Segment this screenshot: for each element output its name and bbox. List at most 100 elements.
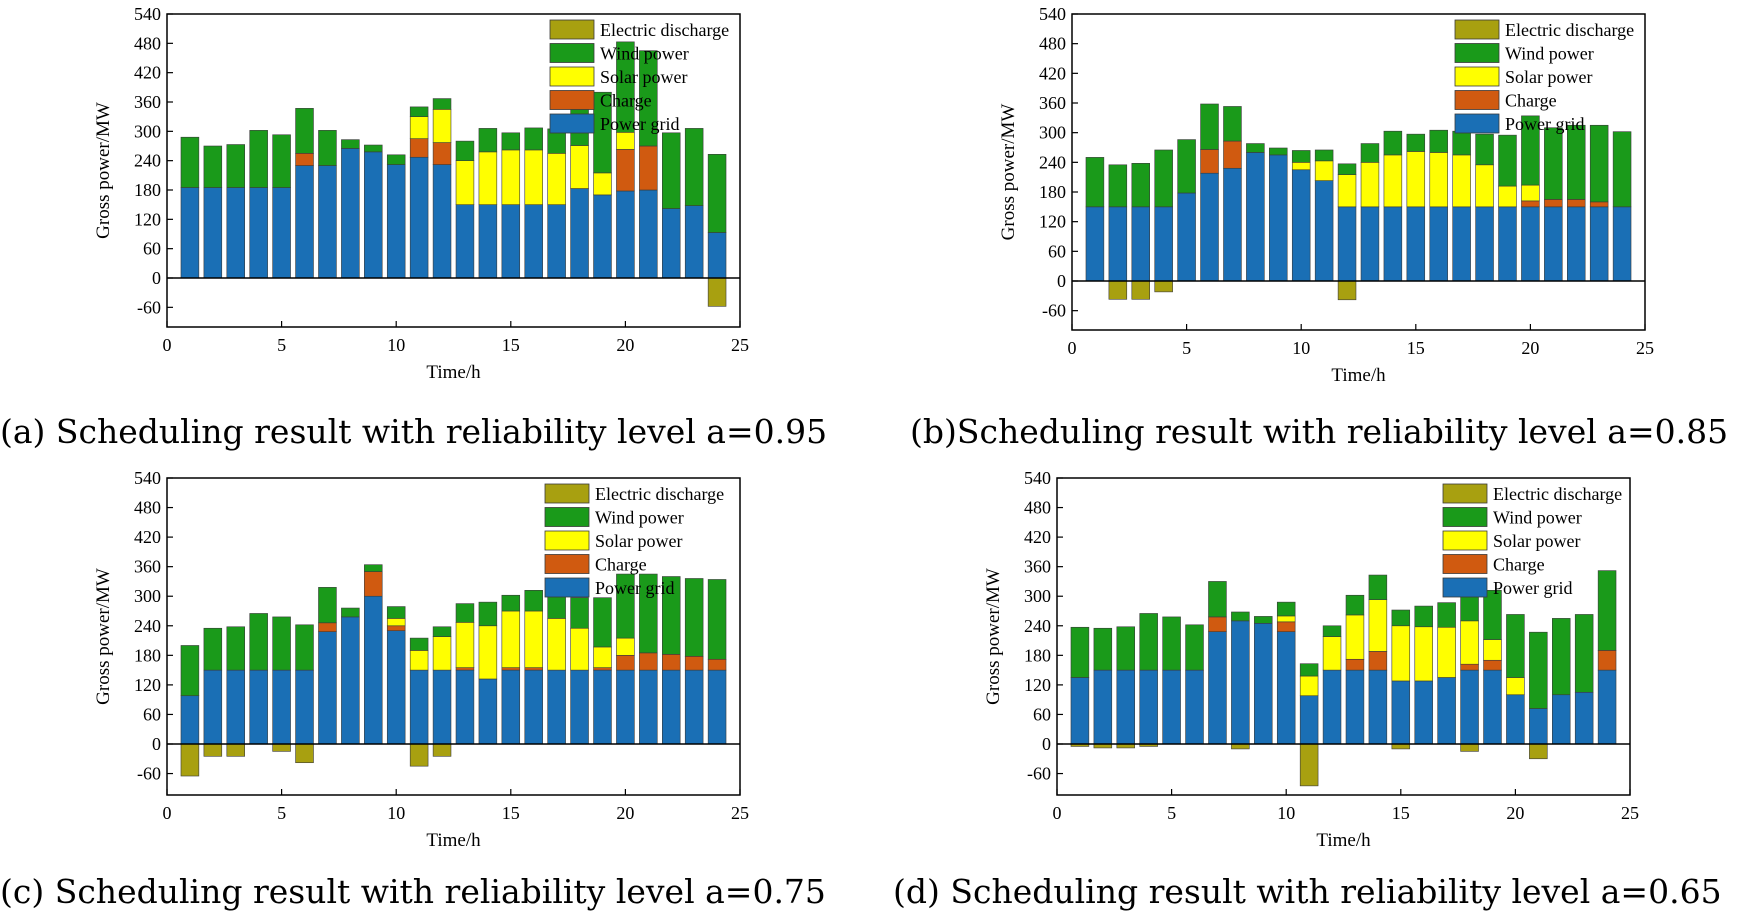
bar-charge-t12 — [432, 142, 452, 165]
x-tick-label: 10 — [387, 335, 405, 355]
bar-wind-power-t11 — [409, 106, 429, 117]
legend-swatch — [544, 483, 590, 504]
bar-power-grid-t2 — [203, 669, 223, 745]
legend-swatch — [544, 577, 590, 598]
bar-power-grid-t5 — [272, 187, 291, 279]
bar-solar-power-t17 — [547, 153, 566, 205]
y-axis-title: Gross power/MW — [983, 568, 1004, 705]
bar-power-grid-t15 — [501, 204, 521, 279]
y-tick-label: 420 — [1039, 63, 1066, 83]
plot-frame — [166, 13, 741, 328]
x-tick-label: 25 — [1621, 803, 1639, 823]
bar-wind-power-t6 — [1185, 624, 1204, 671]
bar-solar-power-t19 — [593, 646, 612, 668]
bar-wind-power-t13 — [1345, 594, 1365, 616]
bar-wind-power-t24 — [707, 154, 727, 233]
bar-power-grid-t20 — [616, 669, 635, 745]
bar-charge-t10 — [1276, 621, 1296, 632]
bar-wind-power-t9 — [1254, 616, 1273, 624]
bar-solar-power-t16 — [524, 149, 543, 205]
bar-power-grid-t20 — [1506, 694, 1525, 745]
bar-charge-t13 — [455, 667, 475, 671]
legend-label: Charge — [595, 555, 647, 575]
bar-solar-power-t11 — [1314, 160, 1334, 181]
bar-wind-power-t1 — [180, 645, 200, 697]
bar-charge-t11 — [409, 138, 429, 158]
bar-charge-t20 — [616, 149, 635, 192]
bar-charge-t21 — [1544, 199, 1563, 208]
bar-solar-power-t19 — [593, 172, 612, 196]
y-tick-label: 180 — [134, 645, 161, 665]
y-tick-label: 480 — [134, 498, 161, 518]
bar-solar-power-t18 — [1460, 620, 1479, 665]
bar-power-grid-t11 — [1314, 180, 1334, 282]
bar-solar-power-t13 — [1360, 162, 1380, 208]
bar-wind-power-t19 — [1498, 134, 1517, 187]
bar-solar-power-t12 — [432, 636, 452, 671]
bar-wind-power-t5 — [1177, 139, 1196, 194]
y-tick-label: 0 — [1057, 271, 1066, 291]
bar-solar-power-t15 — [1406, 151, 1426, 208]
bar-wind-power-t17 — [1452, 130, 1471, 156]
y-tick-label: 300 — [1039, 123, 1066, 143]
bar-wind-power-t15 — [501, 594, 521, 612]
legend-label: Power grid — [1505, 114, 1585, 134]
bar-power-grid-t8 — [1231, 620, 1250, 745]
bar-power-grid-t17 — [1452, 206, 1471, 282]
x-tick-label: 10 — [387, 803, 405, 823]
legend-label: Electric discharge — [1493, 484, 1622, 504]
x-tick-label: 25 — [731, 803, 749, 823]
bar-solar-power-t11 — [409, 650, 429, 671]
bar-power-grid-t16 — [524, 204, 543, 279]
bar-wind-power-t20 — [1521, 115, 1540, 186]
bar-power-grid-t24 — [1597, 669, 1617, 745]
bar-electric-discharge-t5 — [272, 743, 291, 752]
bar-power-grid-t13 — [455, 669, 475, 745]
bar-power-grid-t3 — [1131, 206, 1150, 282]
bar-power-grid-t14 — [478, 678, 498, 745]
bar-power-grid-t23 — [1574, 691, 1594, 745]
bar-power-grid-t2 — [1093, 669, 1113, 745]
bar-wind-power-t24 — [707, 579, 727, 660]
bar-power-grid-t13 — [455, 204, 475, 279]
x-tick-label: 10 — [1292, 338, 1310, 358]
bar-charge-t20 — [616, 655, 635, 671]
bar-wind-power-t7 — [318, 130, 337, 166]
x-tick-label: 0 — [1068, 338, 1077, 358]
legend-label: Electric discharge — [595, 484, 724, 504]
bar-power-grid-t9 — [364, 151, 383, 279]
bar-power-grid-t20 — [616, 190, 635, 279]
bar-wind-power-t5 — [1162, 616, 1181, 671]
bar-power-grid-t8 — [341, 148, 360, 279]
panel-caption: (a) Scheduling result with reliability l… — [0, 412, 827, 451]
y-tick-label: 540 — [1024, 468, 1051, 488]
bar-charge-t15 — [501, 667, 521, 671]
legend-label: Charge — [600, 91, 652, 111]
y-tick-label: 120 — [1024, 675, 1051, 695]
x-axis-title: Time/h — [426, 830, 481, 851]
bar-wind-power-t15 — [1391, 609, 1411, 627]
bar-power-grid-t4 — [249, 187, 268, 279]
bar-power-grid-t6 — [1200, 172, 1219, 282]
bar-power-grid-t10 — [1291, 169, 1311, 282]
bar-charge-t6 — [295, 153, 314, 166]
bar-charge-t10 — [386, 625, 406, 632]
y-tick-label: 180 — [1024, 645, 1051, 665]
bar-wind-power-t2 — [203, 145, 223, 188]
bar-solar-power-t20 — [616, 637, 635, 656]
bar-wind-power-t7 — [318, 587, 337, 624]
bar-power-grid-t7 — [1208, 631, 1227, 745]
bar-power-grid-t21 — [1544, 206, 1563, 282]
bar-wind-power-t19 — [1483, 590, 1502, 640]
bar-charge-t6 — [1200, 149, 1219, 174]
bar-wind-power-t17 — [1437, 602, 1456, 628]
bar-power-grid-t19 — [593, 669, 612, 745]
bar-wind-power-t15 — [1406, 133, 1426, 152]
legend-label: Electric discharge — [1505, 20, 1634, 40]
bar-wind-power-t16 — [524, 127, 543, 151]
y-tick-label: 180 — [134, 180, 161, 200]
y-tick-label: 480 — [134, 33, 161, 53]
x-tick-label: 5 — [1182, 338, 1191, 358]
